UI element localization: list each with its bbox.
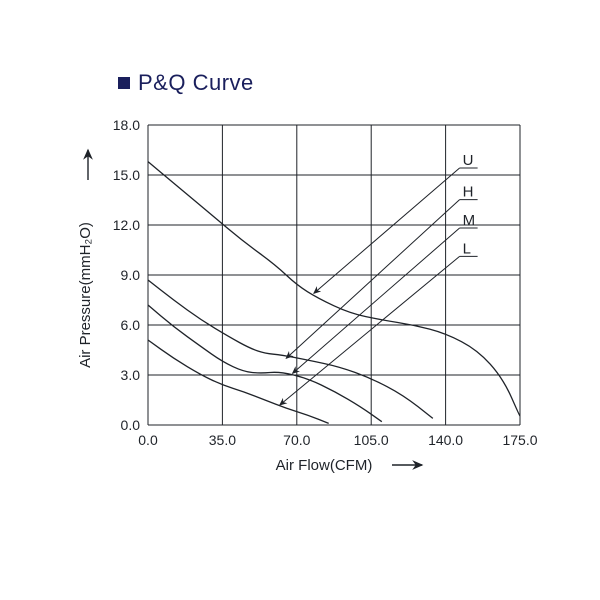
x-tick-label: 35.0 (209, 432, 236, 448)
series-label-h: H (463, 184, 474, 201)
chart-svg: 0.0 35.0 70.0 105.0 140.0 175.0 0.0 3.0 6.0 9.0 12… (60, 105, 540, 525)
x-tick-label: 0.0 (138, 432, 158, 448)
title-bullet-icon (118, 77, 130, 89)
y-tick-label: 15.0 (113, 167, 140, 183)
y-axis-label: Air Pressure(mmH₂O) (77, 222, 94, 368)
y-tick-label: 6.0 (121, 317, 141, 333)
x-tick-label: 105.0 (354, 432, 389, 448)
x-tick-label: 140.0 (428, 432, 463, 448)
series-h (148, 280, 433, 418)
series-arrow-m (293, 228, 460, 373)
series-label-l: L (463, 240, 471, 257)
chart-title-row: P&Q Curve (118, 70, 254, 96)
y-tick-label: 12.0 (113, 217, 140, 233)
series-label-m: M (463, 212, 476, 229)
x-tick-label: 70.0 (283, 432, 310, 448)
pq-curve-chart: 0.0 35.0 70.0 105.0 140.0 175.0 0.0 3.0 6.0 9.0 12… (60, 105, 540, 525)
x-axis-label: Air Flow(CFM) (276, 457, 373, 474)
y-tick-label: 3.0 (121, 367, 141, 383)
chart-title: P&Q Curve (138, 70, 254, 96)
y-tick-label: 18.0 (113, 117, 140, 133)
series-label-u: U (463, 152, 474, 169)
series-arrow-h (286, 200, 459, 359)
y-tick-label: 9.0 (121, 267, 141, 283)
series-l (148, 340, 329, 423)
x-tick-label: 175.0 (502, 432, 537, 448)
series-arrow-l (280, 256, 460, 405)
y-tick-label: 0.0 (121, 417, 141, 433)
